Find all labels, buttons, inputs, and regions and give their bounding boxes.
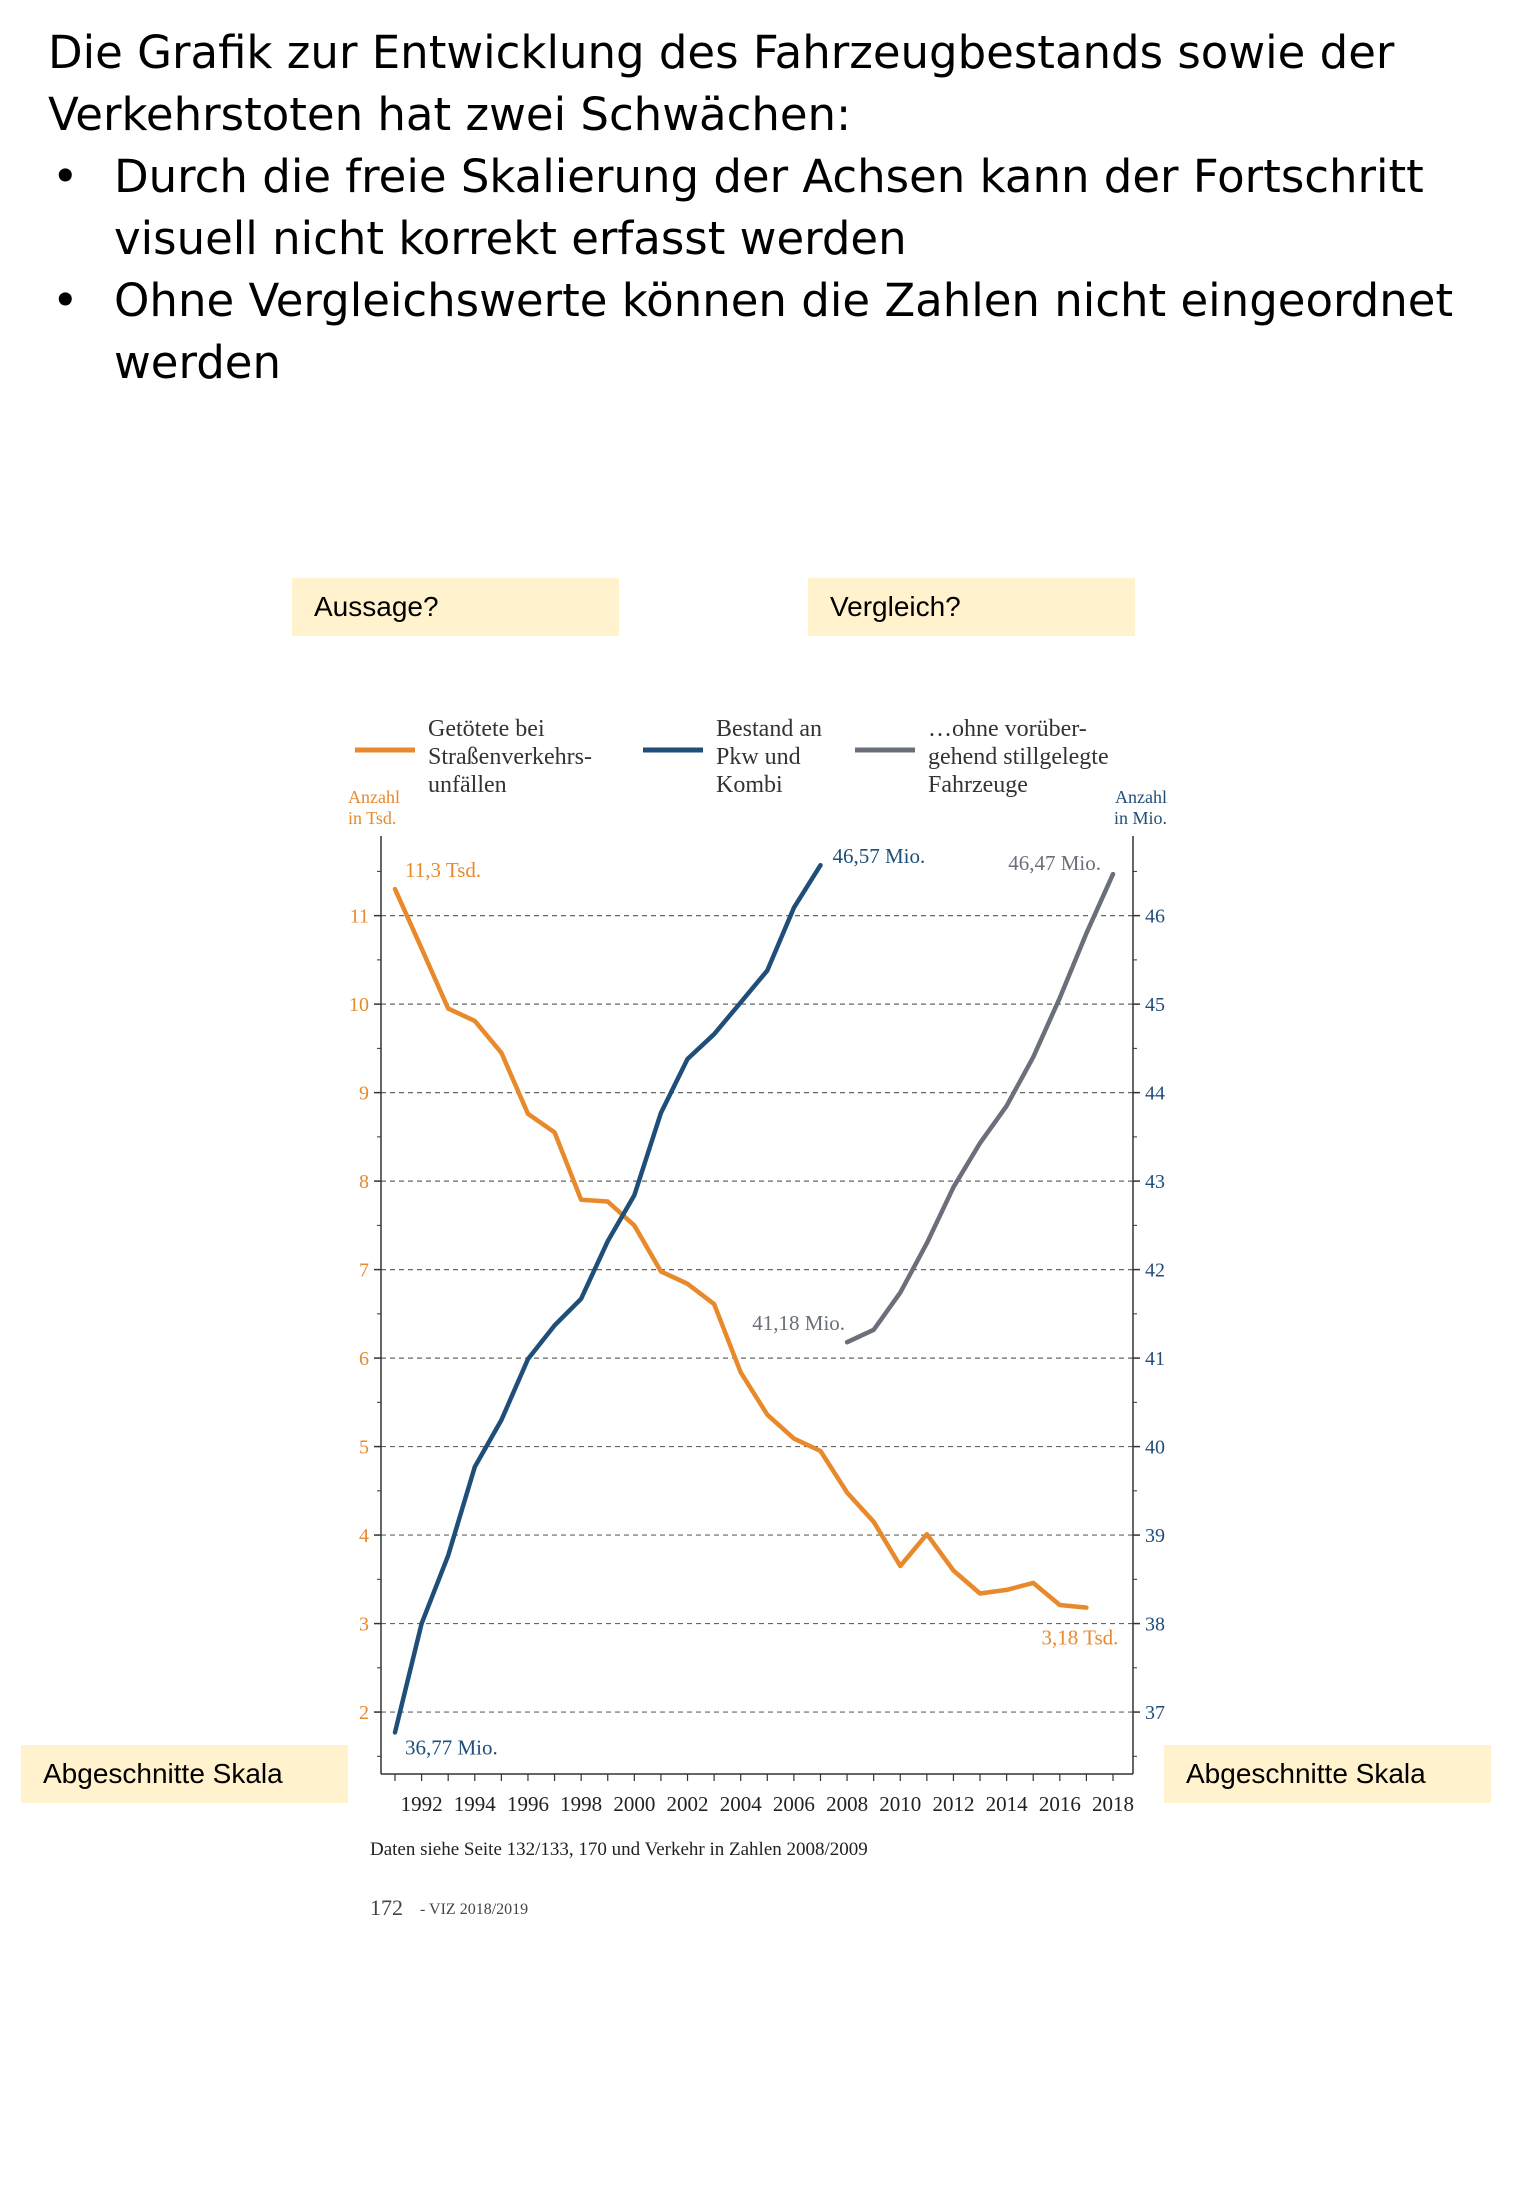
annotation-blue-end: 46,57 Mio.: [832, 844, 925, 868]
page-suffix: - VIZ 2018/2019: [420, 1901, 528, 1918]
series-line-bestand: [392, 862, 823, 1735]
x-tick-label: 2006: [773, 1792, 815, 1816]
left-tick-label: 7: [359, 1260, 369, 1282]
annotation-gray-end: 46,47 Mio.: [1008, 851, 1101, 875]
legend-label: unfällen: [428, 772, 507, 798]
left-tick-label: 10: [349, 994, 369, 1016]
x-tick-label: 1998: [560, 1792, 602, 1816]
x-tick-label: 1992: [401, 1792, 443, 1816]
right-tick-label: 42: [1145, 1260, 1165, 1282]
right-tick-label: 41: [1145, 1348, 1165, 1370]
annotation-orange-end: 3,18 Tsd.: [1042, 1626, 1119, 1650]
left-tick-label: 11: [350, 906, 369, 928]
right-tick-label: 38: [1145, 1614, 1165, 1636]
note-vergleich: Vergleich?: [808, 578, 1135, 636]
annotation-orange-start: 11,3 Tsd.: [405, 858, 481, 882]
legend-label: Fahrzeuge: [928, 772, 1028, 798]
right-tick-label: 40: [1145, 1437, 1165, 1459]
right-tick-label: 43: [1145, 1171, 1165, 1193]
left-tick-label: 5: [359, 1437, 369, 1459]
legend-label: gehend stillgelegte: [928, 744, 1109, 770]
bullet-list: Durch die freie Skalierung der Achsen ka…: [48, 146, 1488, 394]
x-tick-label: 2018: [1092, 1792, 1134, 1816]
series-lines: [392, 862, 1116, 1735]
legend-label: Getötete bei: [428, 716, 545, 742]
legend-label: …ohne vorüber-: [928, 716, 1087, 742]
bullet-item: Ohne Vergleichswerte können die Zahlen n…: [48, 270, 1488, 394]
annotation-blue-start: 36,77 Mio.: [405, 1735, 498, 1759]
right-axis-title: in Mio.: [1114, 808, 1167, 828]
right-tick-label: 45: [1145, 994, 1165, 1016]
series-line-getoetete: [392, 886, 1089, 1610]
slide-intro: Die Grafik zur Entwicklung des Fahrzeugb…: [48, 26, 1395, 141]
left-tick-label: 8: [359, 1171, 369, 1193]
note-skala-left: Abgeschnitte Skala: [21, 1745, 348, 1803]
left-axis-title: in Tsd.: [348, 808, 396, 828]
x-tick-label: 2010: [879, 1792, 921, 1816]
x-tick-label: 2016: [1039, 1792, 1081, 1816]
left-tick-label: 9: [359, 1083, 369, 1105]
legend-label: Bestand an: [716, 716, 822, 742]
bullet-item: Durch die freie Skalierung der Achsen ka…: [48, 146, 1488, 270]
x-tick-label: 2000: [613, 1792, 655, 1816]
series-line-ohne-stillgelegte: [844, 871, 1116, 1345]
page-number: 172: [370, 1895, 403, 1920]
right-tick-label: 37: [1145, 1702, 1165, 1724]
right-tick-label: 44: [1145, 1083, 1165, 1105]
right-tick-label: 39: [1145, 1525, 1165, 1547]
left-tick-label: 4: [359, 1525, 369, 1547]
note-aussage: Aussage?: [292, 578, 619, 636]
x-tick-label: 2012: [932, 1792, 974, 1816]
x-tick-label: 2002: [667, 1792, 709, 1816]
legend-label: Pkw und: [716, 744, 801, 770]
legend-label: Kombi: [716, 772, 783, 798]
legend: Getötete bei Straßenverkehrs- unfällen B…: [355, 716, 1109, 798]
x-tick-label: 2014: [986, 1792, 1029, 1816]
legend-label: Straßenverkehrs-: [428, 744, 592, 770]
annotation-gray-start: 41,18 Mio.: [752, 1311, 845, 1335]
right-tick-label: 46: [1145, 906, 1165, 928]
left-tick-label: 2: [359, 1702, 369, 1724]
left-axis-title: Anzahl: [348, 787, 400, 807]
left-tick-label: 3: [359, 1614, 369, 1636]
x-tick-label: 2008: [826, 1792, 868, 1816]
left-tick-label: 6: [359, 1348, 369, 1370]
x-tick-label: 1994: [454, 1792, 497, 1816]
chart-source: Daten siehe Seite 132/133, 170 und Verke…: [370, 1839, 868, 1860]
x-tick-label: 2004: [720, 1792, 763, 1816]
x-tick-label: 1996: [507, 1792, 549, 1816]
note-skala-right: Abgeschnitte Skala: [1164, 1745, 1491, 1803]
right-axis-title: Anzahl: [1115, 787, 1167, 807]
